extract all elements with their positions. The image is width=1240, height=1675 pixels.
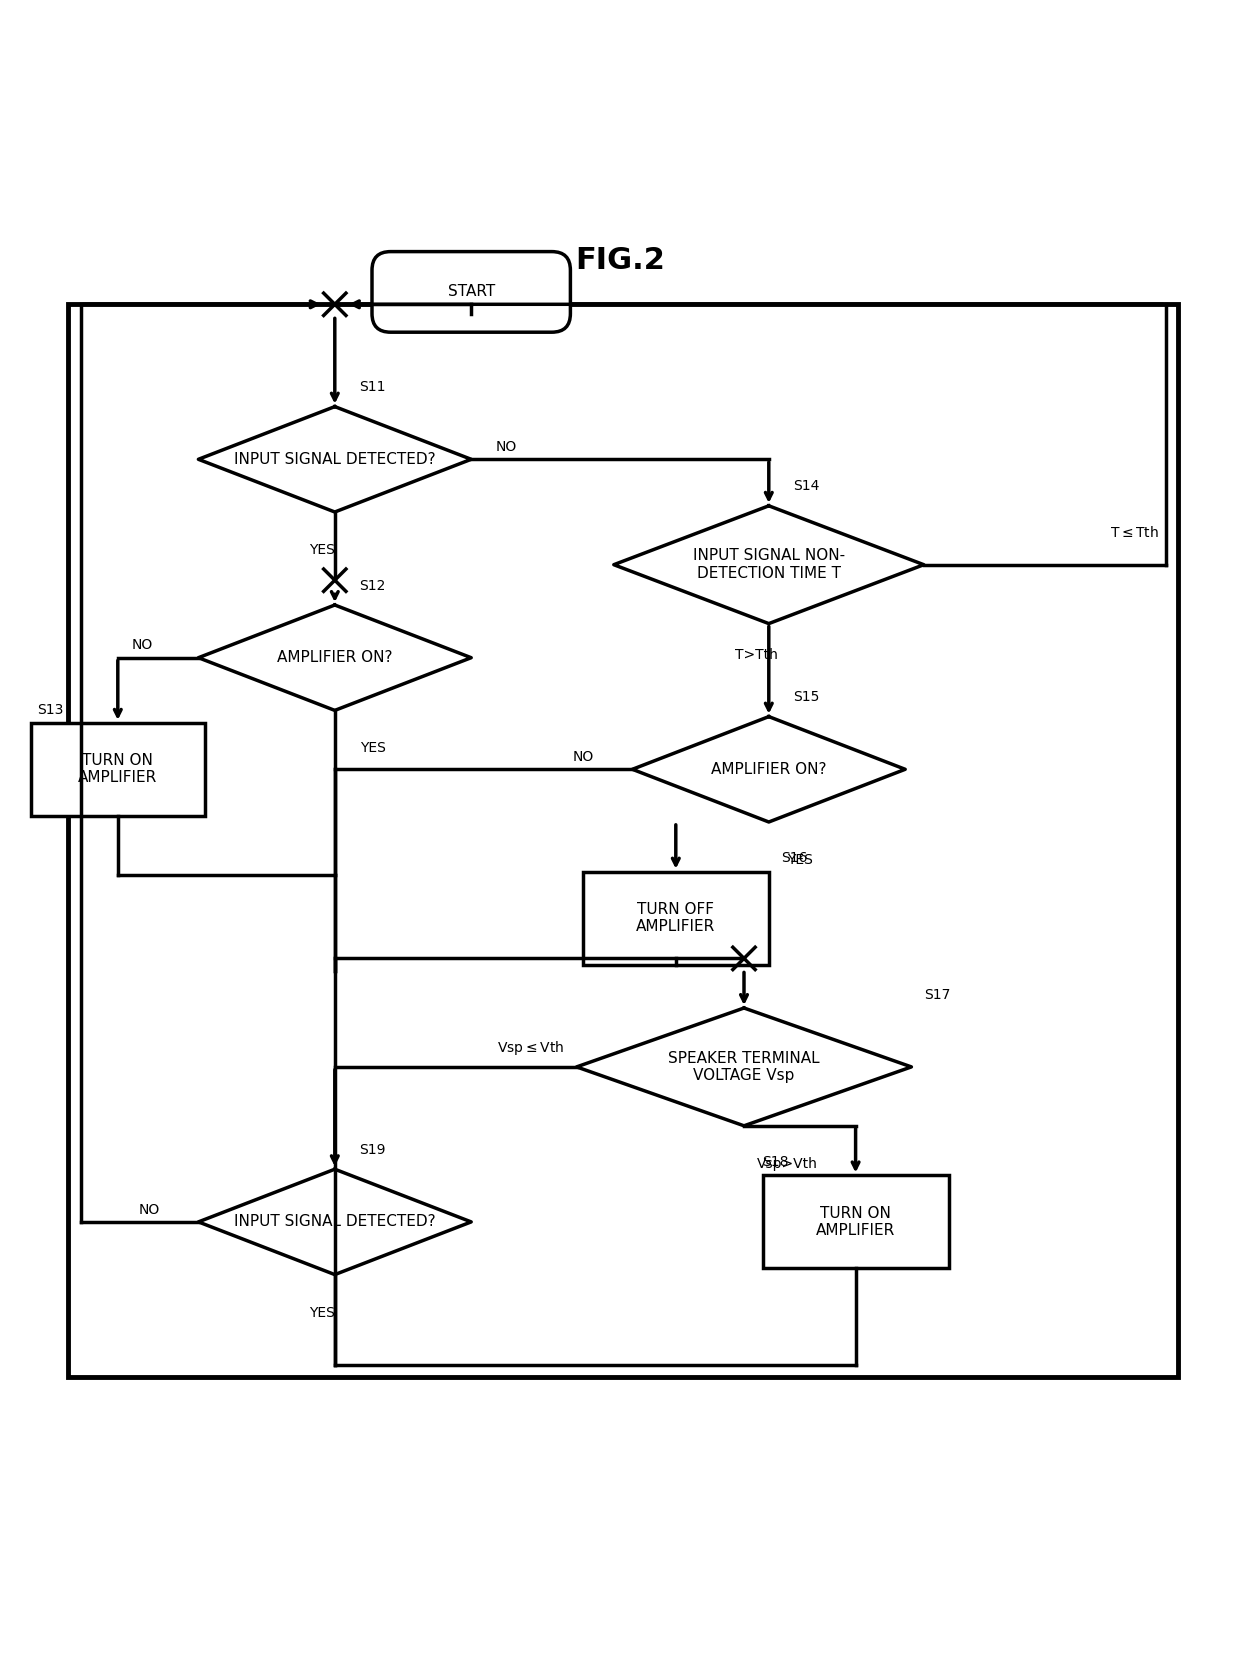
Text: NO: NO [138,1203,160,1216]
Text: NO: NO [572,750,594,764]
Bar [763,1176,949,1268]
Text: Vsp$\leq$Vth: Vsp$\leq$Vth [497,1038,564,1057]
Text: S17: S17 [924,988,950,1002]
Text: INPUT SIGNAL DETECTED?: INPUT SIGNAL DETECTED? [234,1214,435,1229]
Text: T$\leq$Tth: T$\leq$Tth [1110,524,1159,539]
FancyBboxPatch shape [372,251,570,332]
Text: S11: S11 [360,380,386,394]
Text: FIG.2: FIG.2 [575,246,665,275]
Text: START: START [448,285,495,300]
Text: S12: S12 [360,578,386,593]
Text: S19: S19 [360,1142,386,1157]
Text: S16: S16 [781,851,807,866]
Text: S18: S18 [763,1156,789,1169]
Text: T>Tth: T>Tth [735,648,777,662]
Text: INPUT SIGNAL NON-
DETECTION TIME T: INPUT SIGNAL NON- DETECTION TIME T [693,548,844,581]
Text: INPUT SIGNAL DETECTED?: INPUT SIGNAL DETECTED? [234,452,435,467]
Text: S13: S13 [37,702,63,717]
Text: S15: S15 [794,690,820,703]
Bar [583,871,769,965]
Text: TURN ON
AMPLIFIER: TURN ON AMPLIFIER [816,1206,895,1238]
Text: Vsp>Vth: Vsp>Vth [756,1157,817,1171]
Text: NO: NO [496,441,517,454]
Text: S14: S14 [794,479,820,494]
Text: TURN OFF
AMPLIFIER: TURN OFF AMPLIFIER [636,901,715,935]
Text: TURN ON
AMPLIFIER: TURN ON AMPLIFIER [78,754,157,786]
Text: AMPLIFIER ON?: AMPLIFIER ON? [277,650,393,665]
Text: AMPLIFIER ON?: AMPLIFIER ON? [711,762,827,777]
Text: SPEAKER TERMINAL
VOLTAGE Vsp: SPEAKER TERMINAL VOLTAGE Vsp [668,1050,820,1084]
Text: YES: YES [787,853,813,868]
Text: YES: YES [310,1305,335,1320]
Bar [68,305,1178,1377]
Bar [31,724,205,816]
Text: NO: NO [131,638,154,652]
Text: YES: YES [360,742,386,755]
Text: YES: YES [310,543,335,558]
